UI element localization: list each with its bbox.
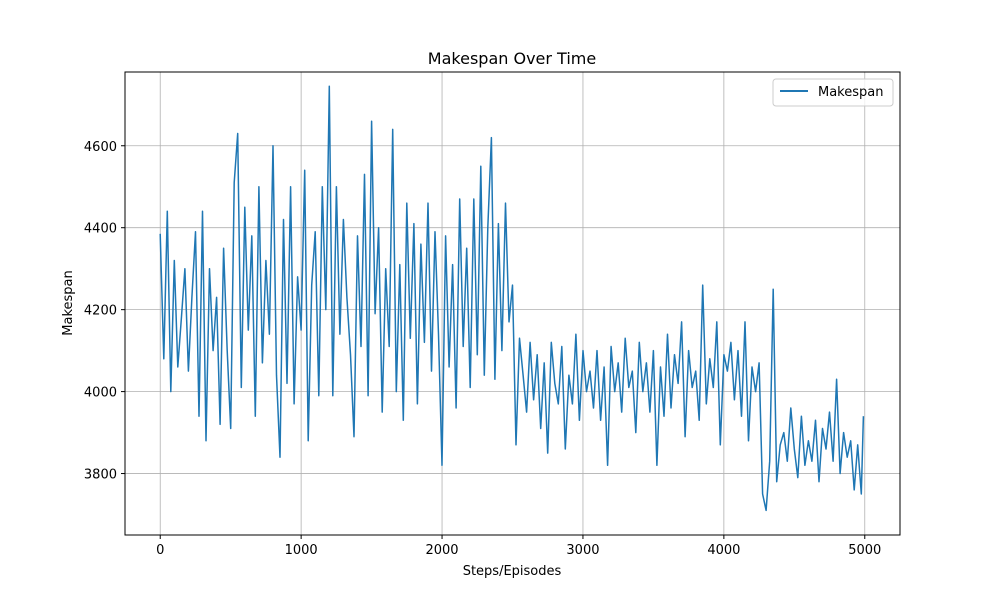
x-tick-label: 3000	[566, 543, 599, 558]
x-tick-label: 5000	[848, 543, 881, 558]
x-tick-label: 0	[156, 543, 164, 558]
y-tick-label: 4000	[84, 386, 117, 401]
x-tick-label: 2000	[425, 543, 458, 558]
legend: Makespan	[772, 78, 894, 107]
x-tick-label: 1000	[285, 543, 318, 558]
series-layer	[159, 85, 865, 512]
y-axis: 3800 4000 4200 4400 4600	[84, 140, 125, 483]
x-tick-label: 4000	[707, 543, 740, 558]
y-tick-label: 3800	[84, 468, 117, 483]
y-tick-label: 4600	[84, 140, 117, 155]
y-tick-label: 4400	[84, 222, 117, 237]
plot-frame	[124, 71, 901, 536]
y-tick-label: 4200	[84, 304, 117, 319]
legend-box	[772, 78, 894, 107]
legend-label-makespan: Makespan	[818, 85, 883, 100]
y-axis-label: Makespan	[61, 270, 76, 335]
x-axis-label: Steps/Episodes	[463, 564, 562, 579]
series-line-makespan	[159, 85, 865, 512]
chart-title: Makespan Over Time	[428, 49, 596, 68]
x-axis: 0 1000 2000 3000 4000 5000	[156, 535, 881, 558]
